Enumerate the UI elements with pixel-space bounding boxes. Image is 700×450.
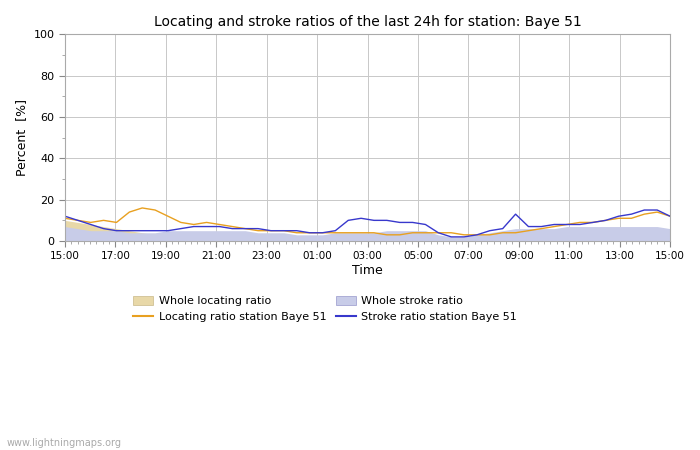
Y-axis label: Percent  [%]: Percent [%] [15, 99, 28, 176]
Text: www.lightningmaps.org: www.lightningmaps.org [7, 438, 122, 448]
X-axis label: Time: Time [352, 264, 383, 277]
Legend: Whole locating ratio, Locating ratio station Baye 51, Whole stroke ratio, Stroke: Whole locating ratio, Locating ratio sta… [134, 296, 517, 322]
Title: Locating and stroke ratios of the last 24h for station: Baye 51: Locating and stroke ratios of the last 2… [153, 15, 582, 29]
